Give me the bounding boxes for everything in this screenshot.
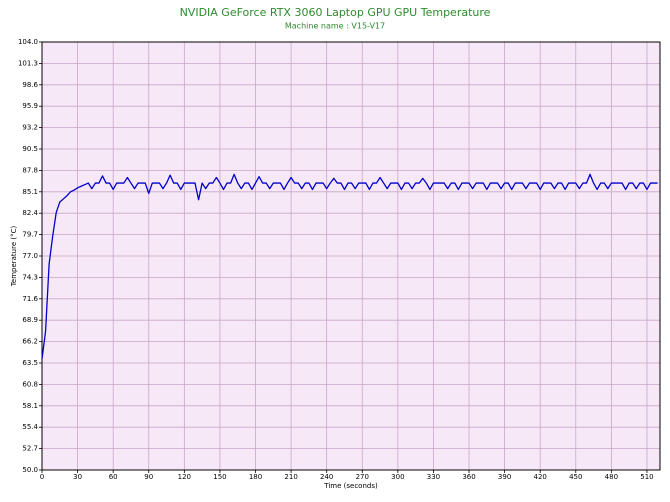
x-axis-label: Time (seconds): [323, 482, 378, 490]
x-tick-label: 390: [498, 473, 511, 481]
y-tick-label: 98.6: [22, 81, 38, 89]
x-tick-label: 360: [462, 473, 475, 481]
y-tick-label: 52.7: [22, 445, 38, 453]
y-tick-label: 71.6: [22, 295, 38, 303]
y-tick-label: 68.9: [22, 316, 38, 324]
y-tick-label: 95.9: [22, 102, 38, 110]
x-tick-label: 330: [427, 473, 440, 481]
x-tick-label: 90: [144, 473, 153, 481]
x-tick-label: 300: [391, 473, 404, 481]
y-tick-label: 58.1: [22, 402, 38, 410]
x-tick-label: 420: [534, 473, 547, 481]
y-tick-label: 77.0: [22, 252, 38, 260]
data-line: [41, 173, 658, 360]
y-tick-label: 63.5: [22, 359, 38, 367]
y-tick-label: 104.0: [18, 38, 38, 46]
x-tick-label: 510: [640, 473, 653, 481]
y-tick-label: 82.4: [22, 209, 38, 217]
x-tick-label: 120: [178, 473, 191, 481]
x-tick-label: 180: [249, 473, 262, 481]
y-tick-label: 90.5: [22, 145, 38, 153]
y-tick-label: 79.7: [22, 231, 38, 239]
y-tick-label: 101.3: [18, 59, 38, 67]
chart-title: NVIDIA GeForce RTX 3060 Laptop GPU GPU T…: [180, 6, 491, 19]
x-tick-label: 0: [40, 473, 44, 481]
y-tick-label: 93.2: [22, 124, 38, 132]
y-tick-label: 85.1: [22, 188, 38, 196]
x-tick-label: 480: [605, 473, 618, 481]
x-tick-label: 450: [569, 473, 582, 481]
x-tick-label: 240: [320, 473, 333, 481]
x-tick-label: 210: [284, 473, 297, 481]
x-tick-label: 30: [73, 473, 82, 481]
y-tick-label: 66.2: [22, 338, 38, 346]
plot-border: [41, 41, 661, 471]
y-tick-label: 87.8: [22, 166, 38, 174]
x-tick-label: 60: [109, 473, 118, 481]
x-tick-label: 150: [213, 473, 226, 481]
y-tick-label: 50.0: [22, 466, 38, 474]
y-tick-label: 60.8: [22, 380, 38, 388]
chart-subtitle: Machine name : V15-V17: [285, 22, 385, 31]
y-tick-label: 74.3: [22, 273, 38, 281]
x-tick-label: 270: [356, 473, 369, 481]
y-tick-label: 55.4: [22, 423, 38, 431]
y-axis-label: Temperature (°C): [10, 226, 18, 288]
